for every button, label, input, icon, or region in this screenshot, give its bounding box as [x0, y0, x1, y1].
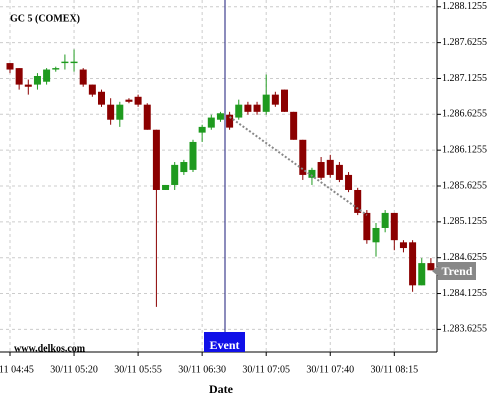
candle-body — [354, 189, 362, 213]
y-tick-label: 1.287.1255 — [442, 73, 487, 84]
candle-body — [88, 84, 96, 95]
candle-body — [399, 242, 407, 249]
candle-body — [409, 242, 417, 286]
candle-body — [43, 69, 51, 82]
trend-line — [229, 116, 368, 216]
candle-body — [271, 94, 279, 105]
candle-body — [162, 184, 170, 190]
y-tick-label: 1.286.1255 — [442, 144, 487, 155]
candle-body — [198, 126, 206, 133]
event-label: Event — [210, 338, 240, 352]
candle-body — [70, 61, 78, 64]
x-tick-label: 30/11 08:15 — [370, 364, 418, 375]
candle-body — [317, 162, 325, 178]
x-tick-label: 30/11 07:05 — [242, 364, 290, 375]
candle-body — [33, 75, 41, 85]
candle-body — [427, 263, 435, 271]
candle-body — [281, 89, 288, 112]
candle-body — [226, 114, 234, 128]
x-tick-label: 30/11 06:30 — [178, 364, 226, 375]
chart-title: GC 5 (COMEX) — [10, 13, 80, 24]
trend-label: Trend — [442, 264, 473, 278]
y-tick-label: 1.286.6255 — [442, 109, 487, 120]
event-box — [204, 332, 245, 352]
candle-body — [116, 104, 124, 120]
x-tick-label: 30/11 05:55 — [114, 364, 162, 375]
candle-body — [189, 141, 197, 170]
y-tick-label: 1.287.6255 — [442, 37, 487, 48]
candle-body — [24, 84, 32, 87]
candle-body — [299, 139, 307, 175]
candle-body — [253, 104, 261, 112]
candle-body — [381, 212, 389, 228]
y-tick-label: 1.285.6255 — [442, 180, 487, 191]
candle-body — [418, 263, 426, 286]
candle-body — [98, 91, 105, 105]
candle-body — [152, 129, 160, 190]
candle-body — [390, 212, 398, 241]
candle-body — [180, 162, 188, 173]
candle-body — [125, 99, 133, 102]
candle-body — [308, 169, 316, 178]
candle-body — [171, 164, 179, 185]
trend-pointer — [432, 266, 438, 276]
candle-body — [235, 104, 243, 118]
watermark: www.delkos.com — [14, 343, 86, 354]
y-tick-label: 1.283.6255 — [442, 324, 487, 335]
candle-body — [326, 159, 334, 175]
candle-body — [134, 96, 142, 105]
y-tick-label: 1.284.6255 — [442, 252, 487, 263]
candle-body — [262, 94, 270, 112]
trend-box — [438, 262, 476, 280]
candle-body — [79, 69, 87, 85]
candle-body — [216, 113, 224, 120]
candle-body — [363, 212, 371, 241]
candle-body — [372, 227, 380, 243]
candle-body — [107, 104, 115, 120]
candle-body — [345, 174, 353, 190]
candle-body — [52, 68, 60, 70]
y-tick-label: 1.284.1255 — [442, 288, 487, 299]
candle-body — [143, 104, 151, 130]
candle-body — [207, 117, 215, 128]
candle-body — [61, 61, 69, 64]
candle-body — [244, 104, 252, 112]
candle-body — [15, 68, 23, 85]
candle-body — [290, 111, 298, 140]
x-tick-label: 30/11 05:20 — [50, 364, 98, 375]
y-tick-label: 1.288.1255 — [442, 1, 487, 12]
x-axis-title: Date — [209, 382, 234, 396]
candle-body — [6, 63, 14, 70]
x-tick-label: 30/11 07:40 — [306, 364, 354, 375]
candle-body — [335, 164, 343, 180]
x-tick-label: 30/11 04:45 — [0, 364, 34, 375]
y-tick-label: 1.285.1255 — [442, 216, 487, 227]
